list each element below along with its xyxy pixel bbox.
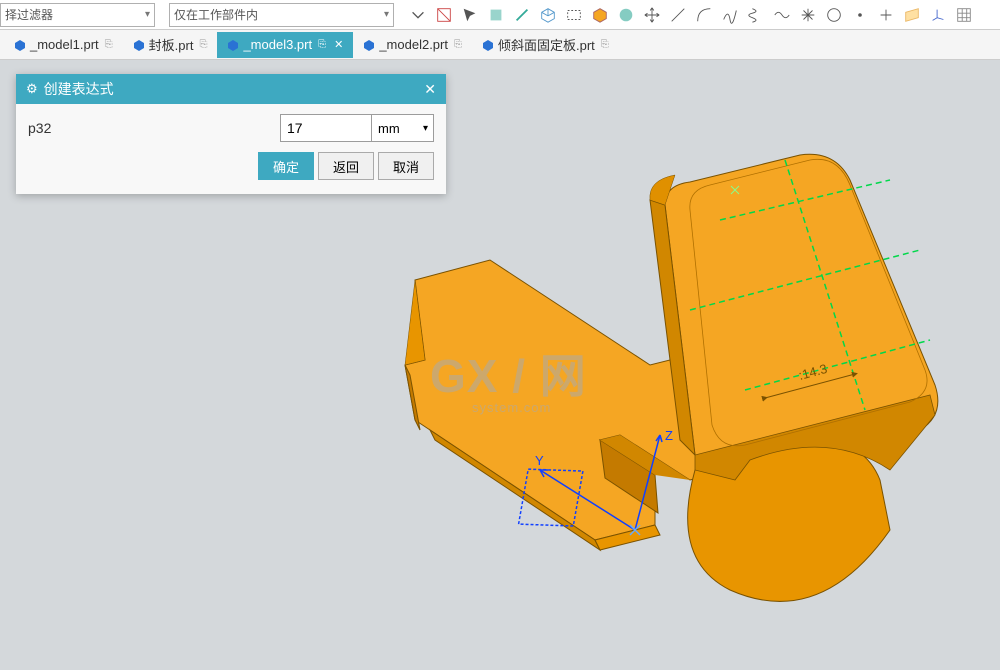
select-box-icon[interactable] bbox=[432, 3, 456, 27]
param-name-label: p32 bbox=[28, 120, 51, 136]
sphere-icon[interactable] bbox=[614, 3, 638, 27]
cube-icon[interactable] bbox=[588, 3, 612, 27]
filter-combo-text: 择过滤器 bbox=[5, 6, 53, 23]
scope-combo-text: 仅在工作部件内 bbox=[174, 6, 258, 23]
close-icon[interactable]: ✕ bbox=[424, 81, 436, 98]
watermark: GX / 网 system.com bbox=[430, 340, 587, 415]
cancel-button[interactable]: 取消 bbox=[378, 152, 434, 180]
filter-combo[interactable]: 择过滤器 bbox=[0, 3, 155, 27]
csys-icon[interactable] bbox=[926, 3, 950, 27]
circle-icon[interactable] bbox=[822, 3, 846, 27]
create-expression-dialog: ⚙ 创建表达式 ✕ p32 mm 确定 返回 取消 bbox=[16, 74, 446, 194]
svg-text:Z: Z bbox=[665, 428, 673, 443]
wave-icon[interactable] bbox=[770, 3, 794, 27]
face-select-icon[interactable] bbox=[484, 3, 508, 27]
value-input[interactable] bbox=[280, 114, 372, 142]
watermark-big: GX / 网 bbox=[430, 340, 587, 406]
plane-icon[interactable] bbox=[900, 3, 924, 27]
dialog-title-text: 创建表达式 bbox=[44, 79, 114, 99]
unit-combo[interactable]: mm bbox=[372, 114, 434, 142]
grid-icon[interactable] bbox=[952, 3, 976, 27]
pin-icon: ⎘ bbox=[454, 39, 462, 50]
expression-input-row: p32 mm bbox=[28, 114, 434, 142]
svg-text:Y: Y bbox=[535, 453, 544, 468]
plus-icon[interactable] bbox=[874, 3, 898, 27]
tab-label: _model2.prt bbox=[379, 37, 448, 52]
pin-icon: ⎘ bbox=[199, 39, 207, 50]
tab-model3[interactable]: _model3.prt ⎘ ✕ bbox=[217, 32, 353, 58]
dropdown-icon[interactable] bbox=[406, 3, 430, 27]
gear-icon: ⚙ bbox=[26, 81, 38, 97]
tab-label: 倾斜面固定板.prt bbox=[498, 35, 595, 54]
isometric-icon[interactable] bbox=[536, 3, 560, 27]
part-icon bbox=[363, 39, 375, 51]
dialog-buttons: 确定 返回 取消 bbox=[28, 152, 434, 180]
cursor-icon[interactable] bbox=[458, 3, 482, 27]
dialog-titlebar[interactable]: ⚙ 创建表达式 ✕ bbox=[16, 74, 446, 104]
file-tabs: _model1.prt ⎘ 封板.prt ⎘ _model3.prt ⎘ ✕ _… bbox=[0, 30, 1000, 60]
unit-label: mm bbox=[378, 121, 400, 136]
part-icon bbox=[227, 39, 239, 51]
toolbar-icons bbox=[406, 3, 976, 27]
line-icon[interactable] bbox=[666, 3, 690, 27]
arc-icon[interactable] bbox=[692, 3, 716, 27]
star-icon[interactable] bbox=[796, 3, 820, 27]
edge-select-icon[interactable] bbox=[510, 3, 534, 27]
tab-model1[interactable]: _model1.prt ⎘ bbox=[4, 32, 123, 58]
part-icon bbox=[482, 39, 494, 51]
spline-icon[interactable] bbox=[718, 3, 742, 27]
move-icon[interactable] bbox=[640, 3, 664, 27]
ok-button[interactable]: 确定 bbox=[258, 152, 314, 180]
rect-select-icon[interactable] bbox=[562, 3, 586, 27]
tab-label: _model1.prt bbox=[30, 37, 99, 52]
tab-model2[interactable]: _model2.prt ⎘ bbox=[353, 32, 472, 58]
tab-label: _model3.prt bbox=[243, 37, 312, 52]
main-toolbar: 择过滤器 仅在工作部件内 bbox=[0, 0, 1000, 30]
close-icon[interactable]: ✕ bbox=[334, 38, 343, 51]
tab-qingxie[interactable]: 倾斜面固定板.prt ⎘ bbox=[472, 32, 619, 58]
tab-label: 封板.prt bbox=[149, 35, 194, 54]
helix-icon[interactable] bbox=[744, 3, 768, 27]
part-icon bbox=[14, 39, 26, 51]
pin-icon: ⎘ bbox=[318, 39, 326, 50]
back-button[interactable]: 返回 bbox=[318, 152, 374, 180]
tab-fengban[interactable]: 封板.prt ⎘ bbox=[123, 32, 218, 58]
dialog-body: p32 mm 确定 返回 取消 bbox=[16, 104, 446, 194]
scope-combo[interactable]: 仅在工作部件内 bbox=[169, 3, 394, 27]
pin-icon: ⎘ bbox=[601, 39, 609, 50]
point-icon[interactable] bbox=[848, 3, 872, 27]
part-icon bbox=[133, 39, 145, 51]
pin-icon: ⎘ bbox=[105, 39, 113, 50]
